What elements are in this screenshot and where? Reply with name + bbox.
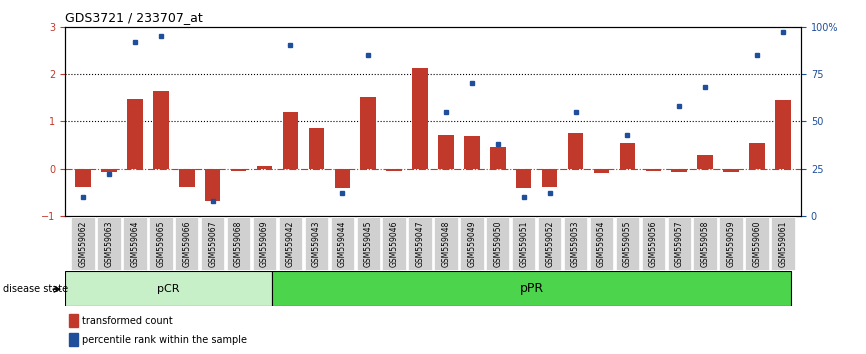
Bar bbox=[179, 169, 195, 187]
Text: GSM559051: GSM559051 bbox=[520, 220, 528, 267]
Text: GSM559058: GSM559058 bbox=[701, 220, 709, 267]
Text: disease state: disease state bbox=[3, 284, 68, 294]
FancyBboxPatch shape bbox=[538, 217, 561, 270]
Bar bbox=[438, 135, 454, 169]
Text: GSM559057: GSM559057 bbox=[675, 220, 684, 267]
FancyBboxPatch shape bbox=[279, 217, 302, 270]
Bar bbox=[205, 169, 221, 201]
Text: GSM559068: GSM559068 bbox=[234, 220, 243, 267]
Bar bbox=[282, 112, 298, 169]
Text: transformed count: transformed count bbox=[81, 316, 172, 326]
Text: percentile rank within the sample: percentile rank within the sample bbox=[81, 335, 247, 345]
FancyBboxPatch shape bbox=[434, 217, 457, 270]
Text: GSM559065: GSM559065 bbox=[157, 220, 165, 267]
FancyBboxPatch shape bbox=[409, 217, 432, 270]
Text: GSM559046: GSM559046 bbox=[390, 220, 398, 267]
FancyBboxPatch shape bbox=[590, 217, 613, 270]
Text: GSM559055: GSM559055 bbox=[623, 220, 632, 267]
Bar bbox=[272, 271, 791, 306]
Bar bbox=[516, 169, 532, 188]
Bar bbox=[645, 169, 661, 171]
Text: GSM559042: GSM559042 bbox=[286, 220, 295, 267]
Text: GSM559052: GSM559052 bbox=[545, 220, 554, 267]
Text: GSM559050: GSM559050 bbox=[494, 220, 502, 267]
FancyBboxPatch shape bbox=[383, 217, 406, 270]
Bar bbox=[464, 136, 480, 169]
FancyBboxPatch shape bbox=[564, 217, 587, 270]
FancyBboxPatch shape bbox=[227, 217, 250, 270]
FancyBboxPatch shape bbox=[149, 217, 172, 270]
FancyBboxPatch shape bbox=[123, 217, 146, 270]
Bar bbox=[568, 133, 584, 169]
Bar bbox=[308, 129, 324, 169]
Text: GSM559054: GSM559054 bbox=[597, 220, 606, 267]
Bar bbox=[749, 143, 765, 169]
Bar bbox=[386, 169, 402, 171]
FancyBboxPatch shape bbox=[357, 217, 380, 270]
Text: GSM559061: GSM559061 bbox=[779, 220, 787, 267]
Bar bbox=[101, 169, 117, 172]
FancyBboxPatch shape bbox=[746, 217, 769, 270]
Text: GSM559064: GSM559064 bbox=[131, 220, 139, 267]
Text: pCR: pCR bbox=[158, 284, 180, 293]
FancyBboxPatch shape bbox=[460, 217, 483, 270]
FancyBboxPatch shape bbox=[331, 217, 354, 270]
Text: GSM559063: GSM559063 bbox=[105, 220, 113, 267]
FancyBboxPatch shape bbox=[97, 217, 120, 270]
Text: GSM559059: GSM559059 bbox=[727, 220, 735, 267]
Bar bbox=[256, 166, 272, 169]
Bar bbox=[231, 169, 247, 171]
FancyBboxPatch shape bbox=[642, 217, 665, 270]
FancyBboxPatch shape bbox=[253, 217, 276, 270]
FancyBboxPatch shape bbox=[694, 217, 717, 270]
Text: GSM559043: GSM559043 bbox=[312, 220, 321, 267]
Bar bbox=[671, 169, 687, 172]
Bar bbox=[127, 98, 143, 169]
FancyBboxPatch shape bbox=[616, 217, 639, 270]
Bar bbox=[75, 169, 91, 187]
FancyBboxPatch shape bbox=[668, 217, 691, 270]
Text: GSM559049: GSM559049 bbox=[468, 220, 476, 267]
Text: GSM559047: GSM559047 bbox=[416, 220, 424, 267]
FancyBboxPatch shape bbox=[71, 217, 94, 270]
Text: GSM559048: GSM559048 bbox=[442, 220, 450, 267]
Bar bbox=[68, 314, 78, 327]
Text: GSM559066: GSM559066 bbox=[182, 220, 191, 267]
FancyBboxPatch shape bbox=[720, 217, 743, 270]
Text: GSM559062: GSM559062 bbox=[79, 220, 87, 267]
FancyBboxPatch shape bbox=[201, 217, 224, 270]
FancyBboxPatch shape bbox=[512, 217, 535, 270]
Bar bbox=[334, 169, 350, 188]
Bar bbox=[723, 169, 739, 172]
Text: pPR: pPR bbox=[520, 282, 544, 295]
Bar bbox=[542, 169, 558, 187]
Bar bbox=[775, 100, 791, 169]
Bar bbox=[619, 143, 635, 169]
Bar bbox=[594, 169, 610, 173]
Text: GSM559056: GSM559056 bbox=[649, 220, 658, 267]
Bar bbox=[153, 91, 169, 169]
Bar bbox=[68, 333, 78, 346]
Text: GSM559069: GSM559069 bbox=[260, 220, 269, 267]
Text: GSM559060: GSM559060 bbox=[753, 220, 761, 267]
Text: GSM559067: GSM559067 bbox=[208, 220, 217, 267]
Bar bbox=[360, 97, 376, 169]
Bar bbox=[697, 155, 713, 169]
Text: GSM559053: GSM559053 bbox=[571, 220, 580, 267]
Text: GSM559044: GSM559044 bbox=[338, 220, 346, 267]
FancyBboxPatch shape bbox=[486, 217, 509, 270]
Bar bbox=[65, 271, 272, 306]
FancyBboxPatch shape bbox=[772, 217, 795, 270]
FancyBboxPatch shape bbox=[305, 217, 328, 270]
Bar bbox=[412, 68, 428, 169]
Text: GSM559045: GSM559045 bbox=[364, 220, 372, 267]
Bar bbox=[490, 147, 506, 169]
Text: GDS3721 / 233707_at: GDS3721 / 233707_at bbox=[65, 11, 203, 24]
FancyBboxPatch shape bbox=[175, 217, 198, 270]
